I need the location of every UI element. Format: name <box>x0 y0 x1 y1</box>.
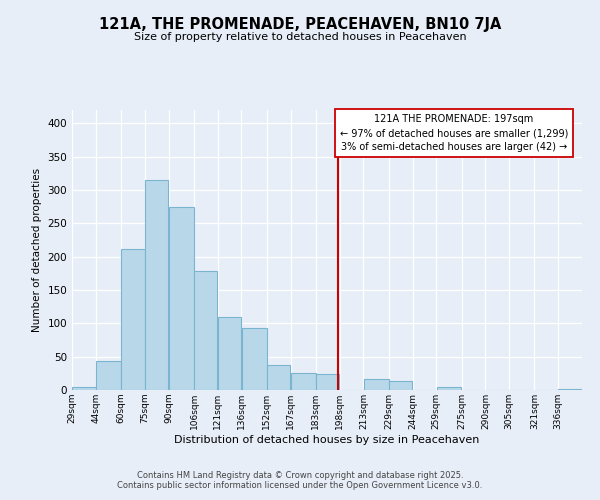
Bar <box>218 316 241 390</box>
Bar <box>72 386 95 390</box>
Bar <box>267 364 290 390</box>
Bar <box>437 386 461 390</box>
Text: Contains public sector information licensed under the Open Government Licence v3: Contains public sector information licen… <box>118 480 482 490</box>
Bar <box>389 382 412 390</box>
Bar <box>169 206 194 390</box>
Bar <box>242 328 266 390</box>
Bar <box>316 374 340 390</box>
Bar <box>364 380 389 390</box>
Text: Contains HM Land Registry data © Crown copyright and database right 2025.: Contains HM Land Registry data © Crown c… <box>137 470 463 480</box>
X-axis label: Distribution of detached houses by size in Peacehaven: Distribution of detached houses by size … <box>175 434 479 444</box>
Text: Size of property relative to detached houses in Peacehaven: Size of property relative to detached ho… <box>134 32 466 42</box>
Bar <box>145 180 169 390</box>
Bar <box>121 250 145 390</box>
Y-axis label: Number of detached properties: Number of detached properties <box>32 168 42 332</box>
Bar <box>194 270 217 390</box>
Text: 121A, THE PROMENADE, PEACEHAVEN, BN10 7JA: 121A, THE PROMENADE, PEACEHAVEN, BN10 7J… <box>99 18 501 32</box>
Bar <box>291 374 316 390</box>
Bar <box>559 388 582 390</box>
Text: 121A THE PROMENADE: 197sqm
← 97% of detached houses are smaller (1,299)
3% of se: 121A THE PROMENADE: 197sqm ← 97% of deta… <box>340 114 568 152</box>
Bar <box>96 362 121 390</box>
